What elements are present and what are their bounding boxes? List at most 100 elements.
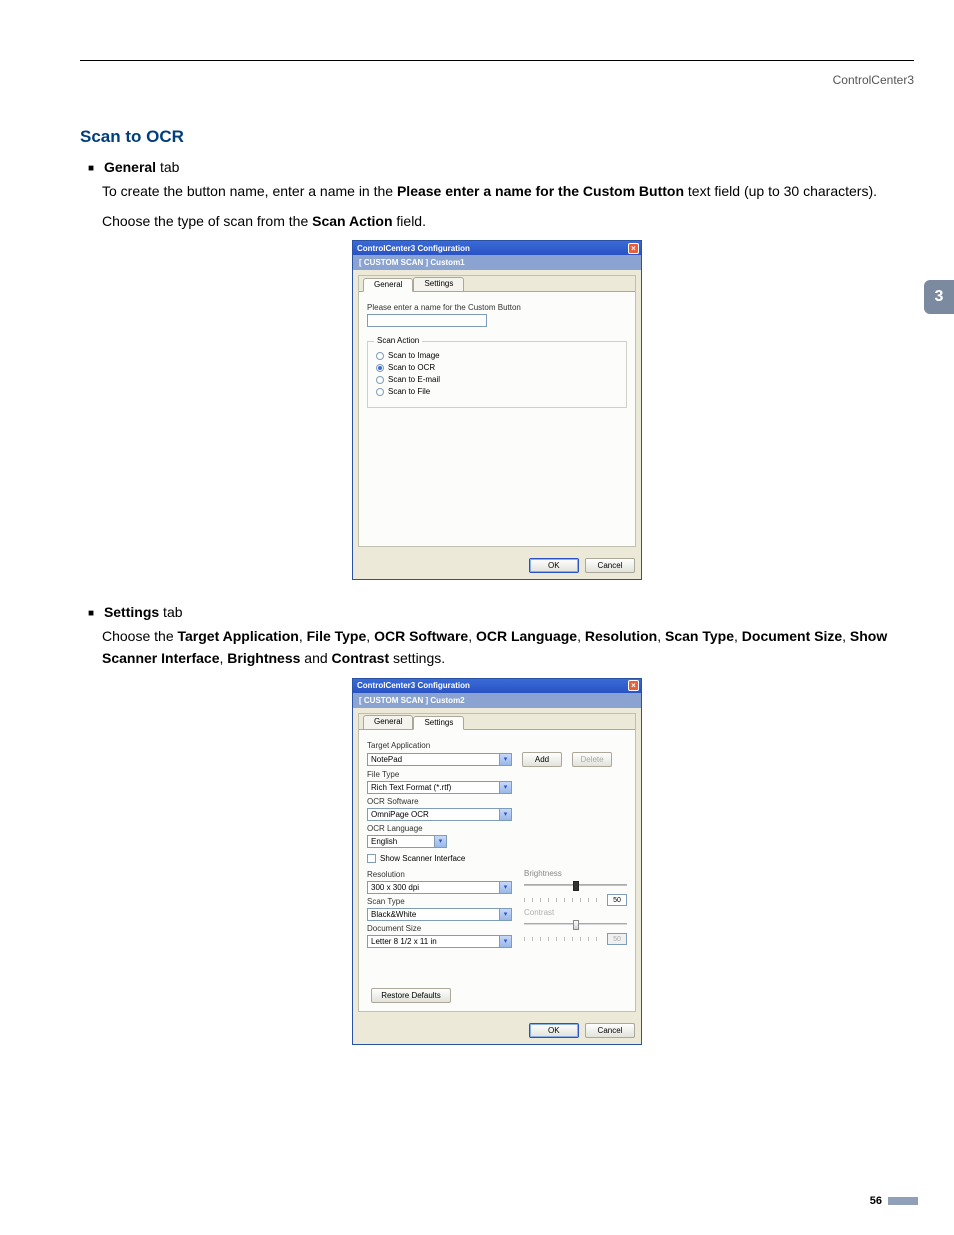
combo-value: Black&White [371,910,416,919]
text-bold: OCR Language [476,628,577,644]
checkbox-show-scanner[interactable]: Show Scanner Interface [367,854,627,863]
text-bold: Target Application [178,628,299,644]
chevron-down-icon: ▾ [499,754,511,765]
text-bold: Brightness [227,650,300,666]
text-bold: Contrast [332,650,390,666]
label-ocr-language: OCR Language [367,824,627,833]
text: text field (up to 30 characters). [684,183,877,199]
section-title: Scan to OCR [80,127,914,147]
radio-scan-to-email[interactable]: Scan to E-mail [376,375,618,384]
text-bold: Scan Action [312,213,392,229]
slider-ticks [524,898,603,902]
delete-button[interactable]: Delete [572,752,612,767]
text: , [842,628,850,644]
radio-scan-to-file[interactable]: Scan to File [376,387,618,396]
general-paragraph-1: To create the button name, enter a name … [102,181,914,203]
text-bold: Document Size [742,628,842,644]
label-brightness: Brightness [524,869,627,878]
slider-brightness[interactable] [524,878,627,892]
breadcrumb: [ CUSTOM SCAN ] Custom1 [353,255,641,270]
radio-scan-to-image[interactable]: Scan to Image [376,351,618,360]
radio-icon [376,352,384,360]
bullet-settings-bold: Settings [104,604,159,620]
brightness-value[interactable]: 50 [607,894,627,906]
text-bold: Resolution [585,628,657,644]
dialog-title: ControlCenter3 Configuration [357,681,470,690]
combo-value: NotePad [371,755,402,764]
radio-label: Scan to E-mail [388,375,440,384]
tab-general[interactable]: General [363,715,413,729]
radio-label: Scan to File [388,387,430,396]
add-button[interactable]: Add [522,752,562,767]
ok-button[interactable]: OK [529,1023,579,1038]
tab-general[interactable]: General [363,278,413,292]
custom-name-input[interactable] [367,314,487,327]
text: , [299,628,307,644]
checkbox-icon [367,854,376,863]
radio-icon [376,364,384,372]
text: settings. [389,650,445,666]
label-ocr-software: OCR Software [367,797,627,806]
restore-defaults-button[interactable]: Restore Defaults [371,988,451,1003]
tab-settings[interactable]: Settings [413,716,464,730]
combo-file-type[interactable]: Rich Text Format (*.rtf) ▾ [367,781,512,794]
slider-contrast [524,917,627,931]
slider-thumb [573,920,579,930]
radio-label: Scan to Image [388,351,440,360]
combo-target-app[interactable]: NotePad ▾ [367,753,512,766]
tab-settings[interactable]: Settings [413,277,464,291]
combo-ocr-software[interactable]: OmniPage OCR ▾ [367,808,512,821]
chevron-down-icon: ▾ [499,909,511,920]
text: , [657,628,665,644]
radio-label: Scan to OCR [388,363,435,372]
bullet-settings-tail: tab [159,604,182,620]
combo-resolution[interactable]: 300 x 300 dpi ▾ [367,881,512,894]
slider-ticks [524,937,603,941]
checkbox-label: Show Scanner Interface [380,854,465,863]
text: field. [393,213,426,229]
text: , [577,628,585,644]
text: , [734,628,742,644]
radio-scan-to-ocr[interactable]: Scan to OCR [376,363,618,372]
bullet-square: ■ [88,608,94,619]
label-contrast: Contrast [524,908,627,917]
breadcrumb: [ CUSTOM SCAN ] Custom2 [353,693,641,708]
text: To create the button name, enter a name … [102,183,397,199]
titlebar[interactable]: ControlCenter3 Configuration × [353,241,641,255]
label-resolution: Resolution [367,870,512,879]
combo-value: Letter 8 1/2 x 11 in [371,937,437,946]
page-number-text: 56 [870,1195,882,1207]
cancel-button[interactable]: Cancel [585,558,635,573]
bullet-general-tail: tab [156,159,179,175]
combo-value: Rich Text Format (*.rtf) [371,783,451,792]
combo-value: English [371,837,397,846]
text: Choose the [102,628,178,644]
ok-button[interactable]: OK [529,558,579,573]
close-icon[interactable]: × [628,243,639,254]
combo-ocr-language[interactable]: English ▾ [367,835,447,848]
text-bold: Scan Type [665,628,734,644]
dialog-settings: ControlCenter3 Configuration × [ CUSTOM … [352,678,642,1045]
bullet-general: ■ General tab [88,159,914,175]
text: , [468,628,476,644]
cancel-button[interactable]: Cancel [585,1023,635,1038]
label-scan-type: Scan Type [367,897,512,906]
page-number-bar [888,1197,918,1205]
text-bold: File Type [307,628,367,644]
combo-scan-type[interactable]: Black&White ▾ [367,908,512,921]
chapter-side-tab: 3 [924,280,954,314]
slider-thumb[interactable] [573,881,579,891]
contrast-value: 50 [607,933,627,945]
radio-icon [376,376,384,384]
general-paragraph-2: Choose the type of scan from the Scan Ac… [102,211,914,233]
close-icon[interactable]: × [628,680,639,691]
page-number: 56 [870,1195,918,1207]
label-target-app: Target Application [367,741,627,750]
group-title-scan-action: Scan Action [374,336,422,345]
bullet-settings: ■ Settings tab [88,604,914,620]
chevron-down-icon: ▾ [499,936,511,947]
text: and [300,650,331,666]
combo-document-size[interactable]: Letter 8 1/2 x 11 in ▾ [367,935,512,948]
titlebar[interactable]: ControlCenter3 Configuration × [353,679,641,693]
text: Choose the type of scan from the [102,213,312,229]
